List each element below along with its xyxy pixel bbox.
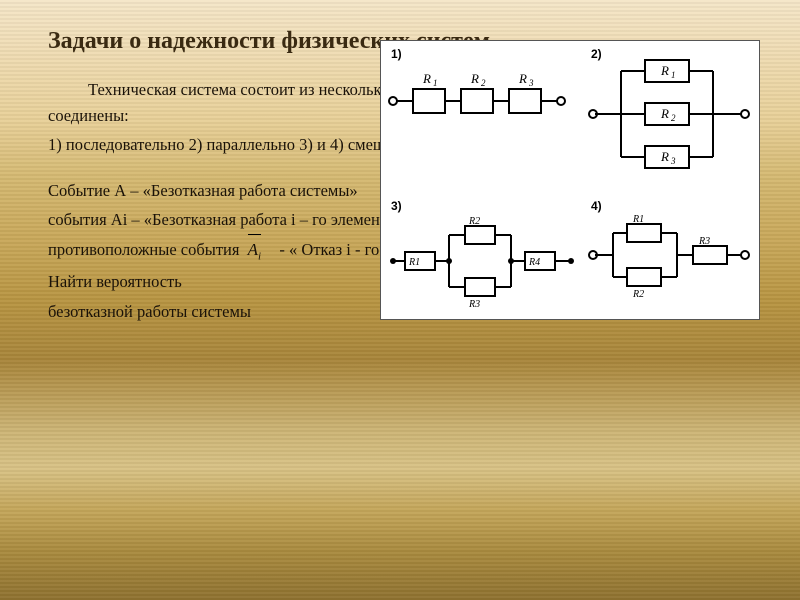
r3-sub: 3 — [528, 78, 534, 88]
p-r2-sub: 2 — [671, 113, 676, 123]
sym-sub: i — [258, 250, 261, 262]
label-d1: 1) — [391, 47, 402, 61]
r2-label: R — [470, 71, 479, 86]
opposite-text-a: противоположные события — [48, 240, 239, 259]
x-r3: R3 — [698, 236, 710, 247]
p-r3-sub: 3 — [670, 156, 676, 166]
r3-label: R — [518, 71, 527, 86]
p-r1-label: R — [660, 63, 669, 78]
slide-content: Задачи о надежности физических систем Те… — [0, 0, 800, 348]
label-d4: 4) — [591, 199, 602, 213]
p-r2-label: R — [660, 106, 669, 121]
m-r3: R3 — [468, 299, 480, 310]
x-r1: R1 — [632, 214, 644, 225]
x-r2: R2 — [632, 289, 644, 300]
circuit-diagrams: 1) R 1 R 2 R 3 2) R 1 — [380, 40, 760, 320]
circuit-1-series: R 1 R 2 R 3 — [387, 61, 567, 141]
circuit-3-mixed: R1 R2 R3 R4 — [387, 213, 577, 313]
label-d3: 3) — [391, 199, 402, 213]
circuit-4-mixed: R1 R2 R3 — [587, 213, 757, 303]
r1-sub: 1 — [433, 78, 438, 88]
m-r1: R1 — [408, 257, 420, 268]
m-r2: R2 — [468, 216, 480, 227]
p-r1-sub: 1 — [671, 70, 676, 80]
r1-label: R — [422, 71, 431, 86]
sym-letter: A — [248, 240, 258, 259]
m-r4: R4 — [528, 257, 540, 268]
a-bar-symbol: Ai — [248, 237, 261, 265]
r2-sub: 2 — [481, 78, 486, 88]
p-r3-label: R — [660, 149, 669, 164]
circuit-2-parallel: R 1 R 2 R 3 — [587, 49, 757, 179]
